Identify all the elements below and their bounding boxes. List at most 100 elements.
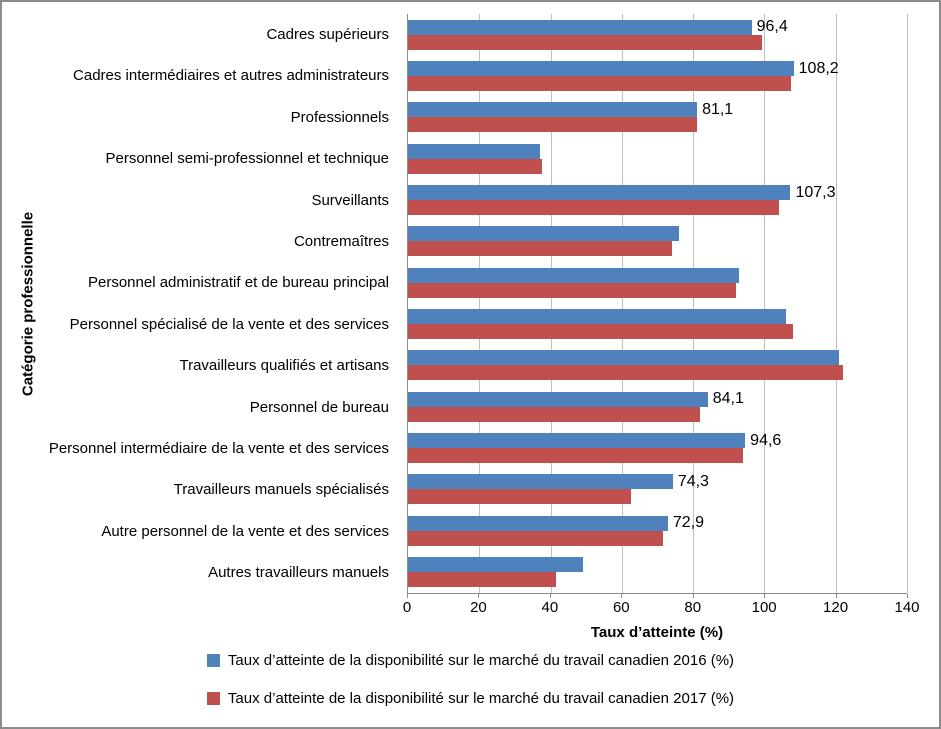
category-label: Autres travailleurs manuels: [208, 564, 389, 582]
bar-value-label: 74,3: [677, 472, 709, 490]
bar-row: [408, 76, 907, 92]
gridline: [693, 14, 695, 593]
category-label: Personnel administratif et de bureau pri…: [87, 274, 389, 292]
category-label: Travailleurs qualifiés et artisans: [179, 357, 389, 375]
gridline: [764, 14, 766, 593]
bar-row: 81,1: [408, 100, 907, 118]
x-tick-mark: [764, 594, 766, 598]
bar-2017: [408, 34, 763, 50]
category-label: Autre personnel de la vente et des servi…: [101, 522, 389, 540]
x-tick-mark: [835, 594, 837, 598]
bar-row: 107,3: [408, 183, 907, 201]
bar-2016: [408, 19, 752, 35]
bar-group: [408, 138, 907, 179]
bar-group: 108,2: [408, 55, 907, 96]
bar-group: [408, 551, 907, 592]
bar-row: [408, 365, 907, 381]
bar-2017: [408, 200, 779, 216]
x-tick-label: 0: [402, 599, 412, 616]
bar-2017: [408, 406, 701, 422]
gridline: [907, 14, 908, 593]
legend-swatch-icon: [206, 692, 220, 705]
category-label: Contremaîtres: [293, 232, 389, 250]
bar-2017: [408, 365, 843, 381]
bar-row: 94,6: [408, 431, 907, 449]
bar-2016: [408, 557, 583, 573]
gridline: [479, 14, 481, 593]
bar-group: [408, 345, 907, 386]
bar-row: [408, 226, 907, 242]
x-tick-mark: [407, 594, 408, 598]
bar-2016: [408, 433, 746, 449]
chart-legend: Taux d’atteinte de la disponibilité sur …: [2, 652, 939, 707]
bar-2017: [408, 324, 793, 340]
x-tick-mark: [478, 594, 480, 598]
bar-2016: [408, 515, 668, 531]
bar-group: 107,3: [408, 179, 907, 220]
legend-label: Taux d’atteinte de la disponibilité sur …: [227, 652, 735, 669]
legend-swatch-icon: [206, 654, 220, 667]
category-label: Personnel spécialisé de la vente et des …: [69, 315, 389, 333]
category-label: Surveillants: [311, 191, 389, 209]
bar-2016: [408, 474, 673, 490]
bar-2017: [408, 76, 792, 92]
x-tick-mark: [692, 594, 694, 598]
bar-row: 108,2: [408, 60, 907, 77]
bar-2016: [408, 391, 708, 407]
bar-row: 72,9: [408, 514, 907, 532]
bar-2017: [408, 530, 663, 546]
category-label: Professionnels: [290, 108, 389, 126]
x-tick-label: 20: [470, 599, 487, 616]
category-label: Cadres intermédiaires et autres administ…: [73, 67, 389, 85]
bar-value-label: 72,9: [672, 514, 704, 532]
category-label: Personnel semi-professionnel et techniqu…: [105, 150, 390, 168]
bar-row: [408, 241, 907, 257]
bar-row: [408, 309, 907, 325]
bar-2017: [408, 489, 631, 505]
gridline: [835, 14, 837, 593]
category-label: Cadres supérieurs: [266, 25, 389, 43]
bar-row: [408, 324, 907, 340]
x-tick-mark: [907, 594, 908, 598]
category-label: Personnel intermédiaire de la vente et d…: [48, 440, 389, 458]
bar-group: 94,6: [408, 427, 907, 468]
bar-2016: [408, 350, 840, 366]
bar-row: [408, 448, 907, 464]
bar-value-label: 81,1: [702, 100, 734, 118]
bar-value-label: 107,3: [795, 183, 836, 201]
bar-group: [408, 303, 907, 344]
bar-group: 72,9: [408, 510, 907, 551]
gridline: [550, 14, 552, 593]
x-tick-label: 100: [751, 599, 777, 616]
category-label: Personnel de bureau: [249, 398, 389, 416]
bar-value-label: 94,6: [750, 431, 782, 449]
bar-row: [408, 200, 907, 216]
bar-row: [408, 34, 907, 50]
bar-row: [408, 143, 907, 159]
bar-row: [408, 158, 907, 174]
x-axis-ticks: 0 20 40 60 80 100 120 140: [403, 594, 920, 616]
x-tick-mark: [549, 594, 551, 598]
bar-group: 96,4: [408, 14, 907, 55]
x-tick-label: 60: [612, 599, 630, 616]
bar-row: [408, 489, 907, 505]
bar-group: [408, 262, 907, 303]
bar-2016: [408, 226, 679, 242]
bar-row: [408, 350, 907, 366]
bar-2016: [408, 102, 698, 118]
legend-label: Taux d’atteinte de la disponibilité sur …: [227, 690, 735, 707]
x-tick-label: 140: [894, 599, 920, 616]
bar-group: [408, 221, 907, 262]
bar-2017: [408, 572, 556, 588]
bar-group: 74,3: [408, 469, 907, 510]
category-axis-labels: Cadres supérieurs Cadres intermédiaires e…: [2, 14, 398, 594]
bar-2016: [408, 185, 791, 201]
bar-row: [408, 267, 907, 283]
bar-value-label: 96,4: [756, 18, 788, 36]
category-label: Travailleurs manuels spécialisés: [173, 481, 389, 499]
bar-row: [408, 117, 907, 133]
bar-row: [408, 572, 907, 588]
bar-row: [408, 557, 907, 573]
bar-2016: [408, 267, 740, 283]
